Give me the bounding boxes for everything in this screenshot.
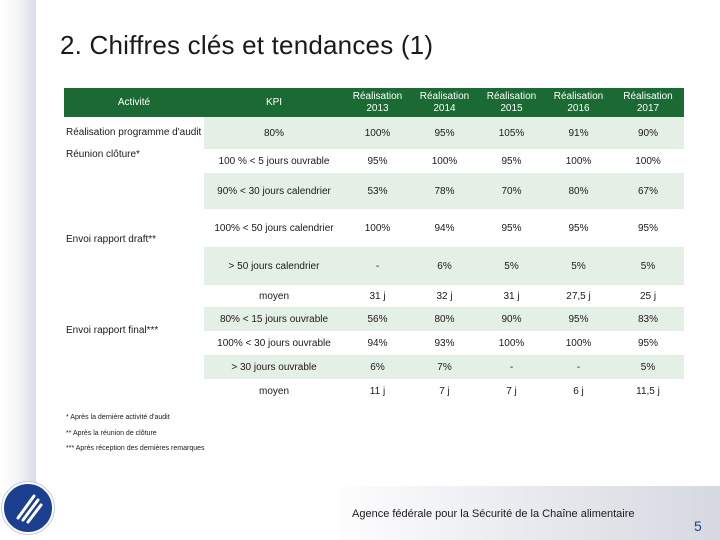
value-cell: 6 j bbox=[545, 379, 612, 403]
value-cell: 5% bbox=[612, 355, 684, 379]
kpi-cell: 80% bbox=[204, 117, 344, 149]
value-cell: - bbox=[545, 355, 612, 379]
value-cell: 53% bbox=[344, 173, 411, 209]
value-cell: 100% bbox=[478, 331, 545, 355]
value-cell: 95% bbox=[612, 331, 684, 355]
value-cell: - bbox=[478, 355, 545, 379]
kpi-cell: > 30 jours ouvrable bbox=[204, 355, 344, 379]
table-row: Réunion clôture* 100 % < 5 jours ouvrabl… bbox=[64, 149, 684, 173]
value-cell: 6% bbox=[344, 355, 411, 379]
afsca-logo-icon bbox=[2, 482, 54, 534]
value-cell: 32 j bbox=[411, 285, 478, 307]
footnotes: * Après la dernière activité d'audit ** … bbox=[66, 410, 205, 457]
value-cell: 95% bbox=[478, 209, 545, 247]
activity-draft: Envoi rapport draft** bbox=[64, 173, 204, 307]
value-cell: 6% bbox=[411, 247, 478, 285]
value-cell: 25 j bbox=[612, 285, 684, 307]
value-cell: 95% bbox=[545, 307, 612, 331]
header-2013: Réalisation 2013 bbox=[344, 88, 411, 117]
table-header-row: Activité KPI Réalisation 2013 Réalisatio… bbox=[64, 88, 684, 117]
table-row: Réalisation programme d'audit 80% 100% 9… bbox=[64, 117, 684, 149]
value-cell: 67% bbox=[612, 173, 684, 209]
agency-name: Agence fédérale pour la Sécurité de la C… bbox=[352, 508, 635, 520]
value-cell: 95% bbox=[344, 149, 411, 173]
table-row: 100% < 30 jours ouvrable 94% 93% 100% 10… bbox=[64, 331, 684, 355]
value-cell: 93% bbox=[411, 331, 478, 355]
header-activity: Activité bbox=[64, 88, 204, 117]
slide-title: 2. Chiffres clés et tendances (1) bbox=[60, 30, 434, 60]
table-row: Envoi rapport draft** 90% < 30 jours cal… bbox=[64, 173, 684, 307]
footnote: * Après la dernière activité d'audit bbox=[66, 414, 170, 421]
left-decor-bar bbox=[0, 0, 36, 540]
kpi-cell: 100 % < 5 jours ouvrable bbox=[204, 149, 344, 173]
kpi-table: Activité KPI Réalisation 2013 Réalisatio… bbox=[64, 88, 684, 403]
footnote: ** Après la réunion de clôture bbox=[66, 429, 157, 437]
kpi-cell: 90% < 30 jours calendrier bbox=[204, 173, 344, 209]
table-row: > 50 jours calendrier - 6% 5% 5% 5% bbox=[64, 247, 684, 285]
footer-bar bbox=[0, 486, 720, 540]
kpi-cell: 80% < 15 jours ouvrable bbox=[204, 307, 344, 331]
value-cell: 56% bbox=[344, 307, 411, 331]
value-cell: - bbox=[344, 247, 411, 285]
value-cell: 91% bbox=[545, 117, 612, 149]
value-cell: 5% bbox=[612, 247, 684, 285]
header-2014: Réalisation 2014 bbox=[411, 88, 478, 117]
value-cell: 11,5 j bbox=[612, 379, 684, 403]
table-row: Envoi rapport final*** 80% < 15 jours ou… bbox=[64, 307, 684, 403]
value-cell: 5% bbox=[478, 247, 545, 285]
header-2015: Réalisation 2015 bbox=[478, 88, 545, 117]
table-row: > 30 jours ouvrable 6% 7% - - 5% bbox=[64, 355, 684, 379]
activity-programme: Réalisation programme d'audit bbox=[64, 117, 204, 149]
value-cell: 31 j bbox=[344, 285, 411, 307]
activity-reunion: Réunion clôture* bbox=[64, 149, 204, 173]
value-cell: 90% bbox=[478, 307, 545, 331]
value-cell: 7% bbox=[411, 355, 478, 379]
kpi-cell: > 50 jours calendrier bbox=[204, 247, 344, 285]
kpi-cell: moyen bbox=[204, 379, 344, 403]
value-cell: 5% bbox=[545, 247, 612, 285]
activity-final: Envoi rapport final*** bbox=[64, 307, 204, 403]
value-cell: 100% bbox=[612, 149, 684, 173]
value-cell: 11 j bbox=[344, 379, 411, 403]
value-cell: 70% bbox=[478, 173, 545, 209]
kpi-cell: 100% < 30 jours ouvrable bbox=[204, 331, 344, 355]
value-cell: 105% bbox=[478, 117, 545, 149]
kpi-cell: moyen bbox=[204, 285, 344, 307]
value-cell: 100% bbox=[344, 117, 411, 149]
value-cell: 7 j bbox=[411, 379, 478, 403]
value-cell: 83% bbox=[612, 307, 684, 331]
value-cell: 100% bbox=[411, 149, 478, 173]
kpi-cell: 100% < 50 jours calendrier bbox=[204, 209, 344, 247]
value-cell: 95% bbox=[478, 149, 545, 173]
table-row: 100% < 50 jours calendrier 100% 94% 95% … bbox=[64, 209, 684, 247]
value-cell: 80% bbox=[411, 307, 478, 331]
header-2016: Réalisation 2016 bbox=[545, 88, 612, 117]
value-cell: 27,5 j bbox=[545, 285, 612, 307]
value-cell: 100% bbox=[344, 209, 411, 247]
value-cell: 90% bbox=[612, 117, 684, 149]
value-cell: 94% bbox=[344, 331, 411, 355]
value-cell: 100% bbox=[545, 331, 612, 355]
table-row: moyen 11 j 7 j 7 j 6 j 11,5 j bbox=[64, 379, 684, 403]
value-cell: 100% bbox=[545, 149, 612, 173]
value-cell: 7 j bbox=[478, 379, 545, 403]
value-cell: 80% bbox=[545, 173, 612, 209]
value-cell: 95% bbox=[411, 117, 478, 149]
value-cell: 94% bbox=[411, 209, 478, 247]
value-cell: 31 j bbox=[478, 285, 545, 307]
page-number: 5 bbox=[694, 518, 702, 534]
value-cell: 95% bbox=[545, 209, 612, 247]
value-cell: 95% bbox=[612, 209, 684, 247]
footnote: *** Après réception des dernières remarq… bbox=[66, 445, 205, 452]
header-kpi: KPI bbox=[204, 88, 344, 117]
value-cell: 78% bbox=[411, 173, 478, 209]
header-2017: Réalisation 2017 bbox=[612, 88, 684, 117]
table-row: moyen 31 j 32 j 31 j 27,5 j 25 j bbox=[64, 285, 684, 307]
